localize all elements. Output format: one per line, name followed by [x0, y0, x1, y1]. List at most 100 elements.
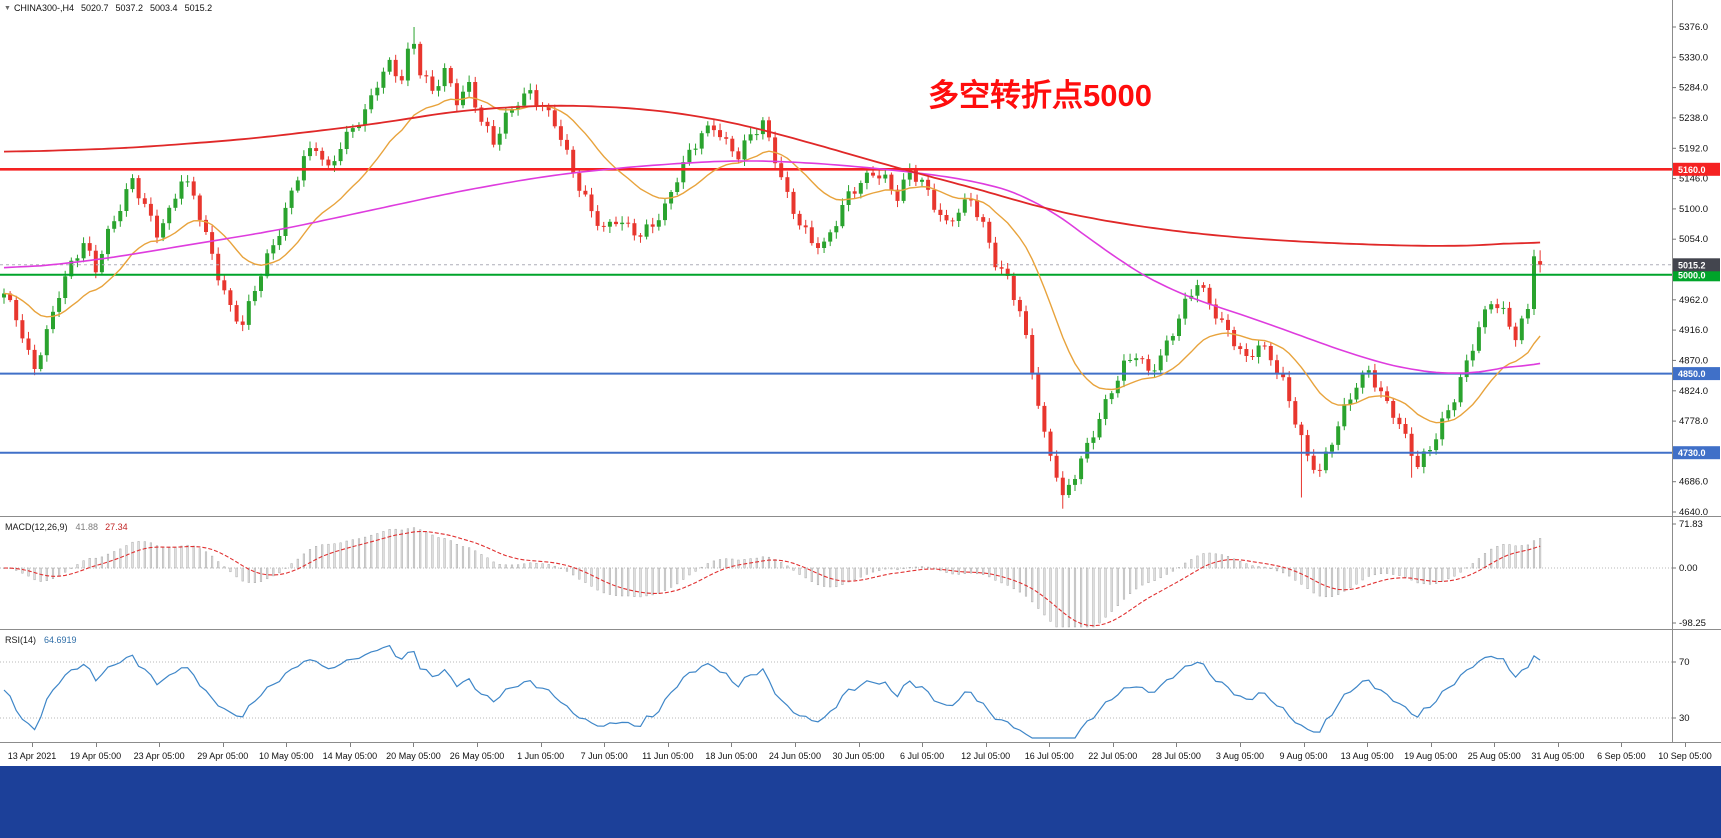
time-tick — [731, 743, 733, 747]
time-label: 22 Jul 05:00 — [1088, 751, 1138, 761]
rsi-canvas[interactable]: 70 30 — [0, 630, 1721, 742]
time-label: 6 Jul 05:00 — [900, 751, 945, 761]
svg-text:4870.0: 4870.0 — [1679, 355, 1708, 366]
time-tick — [222, 743, 224, 747]
price-axis-labels: 5376.0 5330.0 5284.0 5238.0 5192.0 5146.0 5100… — [1672, 22, 1708, 516]
time-label: 29 Apr 05:00 — [197, 751, 249, 761]
rsi-value: 64.6919 — [44, 635, 77, 645]
macd-signal-line — [3, 530, 1541, 627]
price-axis[interactable] — [1673, 0, 1721, 742]
price-annotation[interactable]: 多空转折点5000 — [928, 78, 1152, 113]
macd-axis-label: 0.00 — [1679, 563, 1698, 574]
rsi-panel: 70 30 RSI(14) 64.6919 — [0, 629, 1721, 742]
time-tick — [1685, 743, 1686, 747]
time-tick — [1430, 743, 1432, 747]
price-tag-5160.0: 5160.0 — [1673, 162, 1720, 176]
time-tick — [286, 743, 288, 747]
time-tick — [985, 743, 987, 747]
symbol-title: CHINA300-,H4 — [13, 3, 74, 13]
main-chart-canvas[interactable]: 5376.0 5330.0 5284.0 5238.0 5192.0 5146.0 5100… — [0, 0, 1721, 516]
ohlc-open: 5020.7 — [80, 3, 109, 13]
time-tick — [1367, 743, 1369, 747]
ma-orange-line[interactable] — [3, 96, 1541, 424]
time-label: 12 Jul 05:00 — [961, 751, 1011, 761]
time-tick — [1049, 743, 1051, 747]
time-label: 7 Jun 05:00 — [580, 751, 628, 761]
time-label: 13 Apr 2021 — [7, 751, 57, 761]
svg-text:4962.0: 4962.0 — [1679, 295, 1708, 306]
svg-text:4778.0: 4778.0 — [1679, 416, 1708, 427]
svg-text:4730.0: 4730.0 — [1678, 448, 1706, 458]
time-label: 6 Sep 05:00 — [1597, 751, 1646, 761]
main-chart-panel: 5376.0 5330.0 5284.0 5238.0 5192.0 5146.0 5100… — [0, 0, 1721, 516]
price-tag-5000.0: 5000.0 — [1673, 268, 1720, 282]
svg-text:4640.0: 4640.0 — [1679, 507, 1708, 516]
rsi-axis-label: 30 — [1679, 713, 1690, 724]
horizontal-level-lines[interactable] — [0, 168, 1672, 454]
time-label: 23 Apr 05:00 — [133, 751, 185, 761]
time-tick — [1303, 743, 1305, 747]
svg-text:5376.0: 5376.0 — [1679, 22, 1708, 33]
time-tick — [1239, 743, 1241, 747]
rsi-label: RSI(14) 64.6919 — [5, 635, 77, 645]
time-tick — [858, 743, 860, 747]
svg-text:5330.0: 5330.0 — [1679, 52, 1708, 63]
time-label: 14 May 05:00 — [322, 751, 378, 761]
time-tick — [32, 743, 33, 747]
macd-panel: 71.83 0.00 -98.25 MACD(12,26,9) 41.88 27.34 — [0, 516, 1721, 629]
rsi-line — [3, 644, 1541, 739]
time-tick — [1494, 743, 1496, 747]
svg-text:4824.0: 4824.0 — [1679, 386, 1708, 397]
svg-text:5238.0: 5238.0 — [1679, 113, 1708, 124]
rsi-name: RSI(14) — [5, 635, 37, 645]
price-tag-5015.2: 5015.2 — [1673, 258, 1720, 272]
macd-signal-value: 27.34 — [105, 522, 128, 532]
time-label: 10 Sep 05:00 — [1658, 751, 1712, 761]
time-label: 13 Aug 05:00 — [1340, 751, 1394, 761]
macd-name: MACD(12,26,9) — [5, 522, 68, 532]
time-tick — [477, 743, 479, 747]
time-tick — [95, 743, 97, 747]
svg-text:5054.0: 5054.0 — [1679, 234, 1708, 245]
time-label: 28 Jul 05:00 — [1151, 751, 1201, 761]
time-tick — [540, 743, 542, 747]
time-label: 1 Jun 05:00 — [517, 751, 565, 761]
time-tick — [794, 743, 796, 747]
time-label: 10 May 05:00 — [259, 751, 314, 761]
time-axis[interactable]: 13 Apr 2021 19 Apr 05:00 23 Apr 05:00 29 Ap… — [0, 742, 1721, 766]
svg-text:5000.0: 5000.0 — [1678, 270, 1706, 280]
time-tick — [413, 743, 415, 747]
price-axis-bg — [1672, 0, 1721, 516]
macd-canvas[interactable]: 71.83 0.00 -98.25 — [0, 517, 1721, 629]
ma-magenta-line[interactable] — [3, 160, 1541, 374]
chevron-down-icon[interactable]: ▼ — [4, 5, 11, 12]
time-label: 18 Jun 05:00 — [705, 751, 758, 761]
time-label: 3 Aug 05:00 — [1215, 751, 1264, 761]
time-label: 11 Jun 05:00 — [642, 751, 694, 761]
svg-text:5100.0: 5100.0 — [1679, 204, 1708, 215]
ma-red-line[interactable] — [3, 104, 1541, 247]
time-tick — [922, 743, 924, 747]
time-label: 19 Apr 05:00 — [70, 751, 122, 761]
bottom-strip — [0, 766, 1721, 838]
time-tick — [1557, 743, 1559, 747]
svg-text:5160.0: 5160.0 — [1678, 165, 1706, 175]
svg-text:4850.0: 4850.0 — [1678, 369, 1706, 379]
time-label: 26 May 05:00 — [449, 751, 505, 761]
price-tag-4730.0: 4730.0 — [1673, 446, 1720, 460]
time-tick — [1621, 743, 1623, 747]
time-tick — [667, 743, 669, 747]
time-label: 24 Jun 05:00 — [768, 751, 821, 761]
time-tick — [604, 743, 606, 747]
svg-text:5284.0: 5284.0 — [1679, 83, 1708, 94]
time-label: 25 Aug 05:00 — [1467, 751, 1521, 761]
time-label: 19 Aug 05:00 — [1404, 751, 1458, 761]
ohlc-high: 5037.2 — [115, 3, 144, 13]
macd-label: MACD(12,26,9) 41.88 27.34 — [5, 522, 128, 532]
macd-axis-label: 71.83 — [1679, 519, 1703, 530]
ohlc-close: 5015.2 — [184, 3, 213, 13]
chart-header: ▼ CHINA300-,H4 5020.7 5037.2 5003.4 5015.2 — [4, 3, 212, 13]
svg-text:5015.2: 5015.2 — [1678, 260, 1706, 270]
candles — [2, 27, 1543, 509]
